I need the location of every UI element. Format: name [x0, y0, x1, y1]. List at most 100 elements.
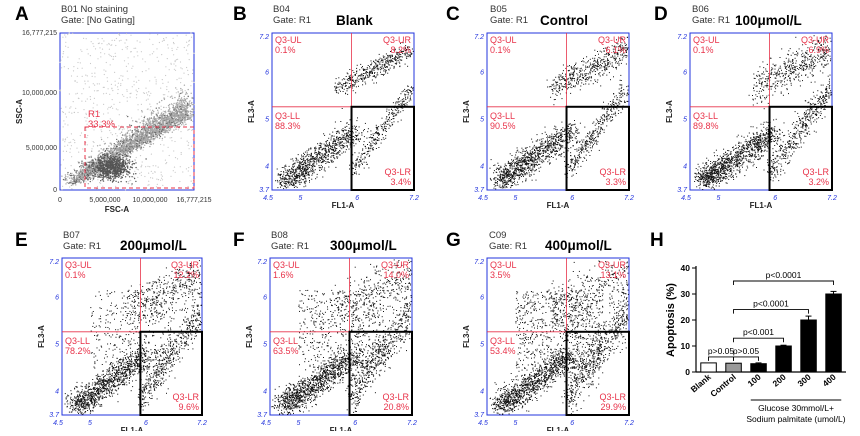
panel-b-y-tick: 5	[265, 116, 269, 123]
panel-f-y-tick: 5	[263, 341, 267, 348]
bar-chart-y-label: Apoptosis (%)	[665, 283, 677, 357]
quadrant-ur-label: Q3-UR	[801, 35, 830, 45]
x-tick-label-400: 400	[820, 372, 838, 389]
panel-a-x-tick: 5,000,000	[89, 197, 120, 204]
panel-d-y-tick: 4	[683, 163, 687, 170]
panel-g-gate-label: Gate: R1	[489, 241, 527, 252]
quadrant-ul-value: 1.6%	[273, 270, 294, 280]
panel-d-title: 100μmol/L	[735, 13, 802, 28]
panel-b-sample-tag: B04	[273, 4, 290, 15]
quadrant-ul-label: Q3-UL	[490, 35, 517, 45]
panel-a-y-tick: 0	[53, 187, 57, 194]
panel-d-y-tick: 3.7	[677, 187, 688, 194]
panel-e-y-tick: 3.7	[49, 412, 60, 419]
significance-bracket	[709, 357, 734, 361]
quadrant-ur-value: 6.9%	[808, 45, 829, 55]
quadrant-ul-label: Q3-UL	[65, 260, 92, 270]
panel-a-y-tick: 16,777,215	[22, 30, 57, 37]
quadrant-ur-label: Q3-UR	[171, 260, 200, 270]
panel-a-x-label: FSC-A	[105, 205, 130, 214]
panel-letter-g: G	[446, 230, 461, 251]
panel-g-x-label: FL1-A	[547, 426, 570, 431]
panel-a-sample-tag: B01 No staining	[61, 4, 128, 15]
quadrant-lr-value: 29.9%	[600, 402, 626, 412]
y-tick-label: 10	[681, 341, 691, 351]
panel-e-x-tick: 4.5	[53, 420, 63, 427]
quadrant-lr-label: Q3-LR	[172, 392, 199, 402]
panel-f-y-tick: 7.2	[257, 259, 267, 266]
panel-c-sample-tag: B05	[490, 4, 507, 15]
panel-b-x-tick: 7.2	[409, 195, 419, 202]
panel-a-x-tick: 16,777,215	[176, 197, 211, 204]
panel-b-x-tick: 6	[355, 195, 359, 202]
panel-d-x-tick: 4.5	[681, 195, 691, 202]
x-tick-label-200: 200	[770, 372, 788, 389]
quadrant-lr-value: 9.6%	[178, 402, 199, 412]
panel-f-title: 300μmol/L	[330, 238, 397, 253]
quadrant-ur-value: 13.1%	[600, 270, 626, 280]
quadrant-lr-label: Q3-LR	[599, 167, 626, 177]
quadrant-ul-label: Q3-UL	[693, 35, 720, 45]
quadrant-ul-value: 0.1%	[275, 45, 296, 55]
gate-r1-percent: 33.3%	[88, 119, 115, 130]
panel-b-x-tick: 4.5	[263, 195, 273, 202]
panel-b-y-tick: 3.7	[259, 187, 270, 194]
quadrant-ur-label: Q3-UR	[383, 35, 412, 45]
x-tick-label-100: 100	[745, 372, 763, 389]
panel-d-x-tick: 7.2	[827, 195, 837, 202]
panel-c-y-tick: 3.7	[474, 187, 485, 194]
panel-e-y-label: FL3-A	[37, 325, 46, 348]
significance-label: p<0.0001	[766, 270, 802, 280]
quadrant-lr-label: Q3-LR	[802, 167, 829, 177]
panel-letter-b: B	[233, 4, 247, 25]
panel-g-y-tick: 7.2	[474, 259, 484, 266]
panel-e-title: 200μmol/L	[120, 238, 187, 253]
panel-g-y-tick: 4	[480, 388, 484, 395]
panel-d-y-tick: 7.2	[677, 34, 687, 41]
quadrant-lr-value: 3.4%	[390, 177, 411, 187]
panel-d-x-tick: 6	[773, 195, 777, 202]
significance-bracket	[734, 357, 759, 361]
quadrant-ur-label: Q3-UR	[381, 260, 410, 270]
panel-b-y-tick: 6	[265, 69, 269, 76]
quadrant-ll-value: 78.2%	[65, 346, 91, 356]
quadrant-ul-label: Q3-UL	[490, 260, 517, 270]
panel-f-y-tick: 6	[263, 294, 267, 301]
quadrant-ur-label: Q3-UR	[598, 35, 627, 45]
panel-e-y-tick: 4	[55, 388, 59, 395]
bar-control	[726, 363, 742, 372]
panel-f-sample-tag: B08	[271, 230, 288, 241]
quadrant-ll-value: 88.3%	[275, 121, 301, 131]
bar-100	[751, 364, 767, 372]
quadrant-lr-label: Q3-LR	[384, 167, 411, 177]
bar-400	[826, 294, 842, 372]
panel-a-y-label: SSC-A	[15, 99, 24, 124]
panel-e-y-tick: 7.2	[49, 259, 59, 266]
quadrant-ll-label: Q3-LL	[65, 336, 90, 346]
y-tick-label: 40	[681, 263, 691, 273]
panel-g-y-tick: 5	[480, 341, 484, 348]
panel-f-x-tick: 4.5	[261, 420, 271, 427]
quadrant-lr-value: 3.2%	[808, 177, 829, 187]
bar-300	[801, 320, 817, 372]
panel-e-y-tick: 6	[55, 294, 59, 301]
quadrant-lr-value: 3.3%	[605, 177, 626, 187]
significance-label: p<0.001	[743, 327, 774, 337]
panel-c-y-tick: 7.2	[474, 34, 484, 41]
panel-f-y-label: FL3-A	[245, 325, 254, 348]
quadrant-ur-value: 6.1%	[605, 45, 626, 55]
quadrant-ll-label: Q3-LL	[273, 336, 298, 346]
quadrant-ll-label: Q3-LL	[275, 111, 300, 121]
panel-e-x-tick: 5	[88, 420, 92, 427]
panel-d-x-tick: 5	[716, 195, 720, 202]
quadrant-ul-value: 0.1%	[693, 45, 714, 55]
panel-d-gate-label: Gate: R1	[692, 15, 730, 26]
panel-c-x-tick: 4.5	[478, 195, 488, 202]
panel-b-y-tick: 7.2	[259, 34, 269, 41]
panel-c-y-tick: 4	[480, 163, 484, 170]
quadrant-ul-label: Q3-UL	[275, 35, 302, 45]
quadrant-ur-value: 12.2%	[173, 270, 199, 280]
quadrant-ul-label: Q3-UL	[273, 260, 300, 270]
y-tick-label: 20	[681, 315, 691, 325]
